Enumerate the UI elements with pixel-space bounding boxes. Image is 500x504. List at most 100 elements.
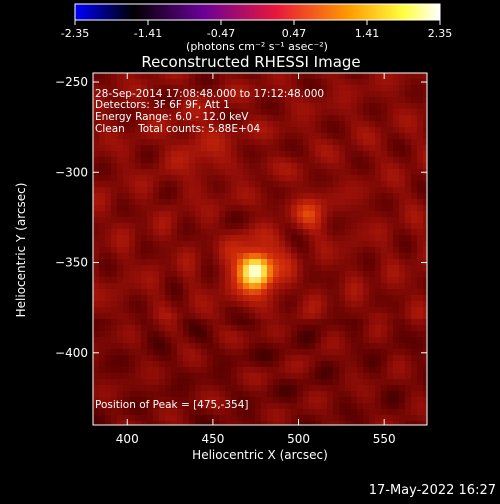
- heatmap-cell: [237, 235, 244, 242]
- heatmap-cell: [261, 199, 268, 206]
- heatmap-cell: [297, 253, 304, 260]
- heatmap-cell: [411, 121, 418, 128]
- heatmap-cell: [297, 193, 304, 200]
- heatmap-cell: [219, 163, 226, 170]
- heatmap-cell: [129, 373, 136, 380]
- heatmap-cell: [207, 301, 214, 308]
- heatmap-cell: [159, 121, 166, 128]
- heatmap-cell: [357, 253, 364, 260]
- heatmap-cell: [123, 163, 130, 170]
- heatmap-cell: [135, 283, 142, 290]
- heatmap-cell: [309, 151, 316, 158]
- heatmap-cell: [399, 121, 406, 128]
- heatmap-cell: [195, 241, 202, 248]
- heatmap-cell: [315, 217, 322, 224]
- heatmap-cell: [417, 163, 424, 170]
- heatmap-cell: [333, 313, 340, 320]
- heatmap-cell: [201, 265, 208, 272]
- heatmap-cell: [165, 229, 172, 236]
- heatmap-cell: [99, 325, 106, 332]
- heatmap-cell: [291, 211, 298, 218]
- heatmap-cell: [147, 289, 154, 296]
- heatmap-cell: [309, 271, 316, 278]
- heatmap-cell: [279, 217, 286, 224]
- heatmap-cell: [405, 109, 412, 116]
- heatmap-cell: [93, 283, 100, 290]
- heatmap-cell: [345, 385, 352, 392]
- heatmap-cell: [129, 115, 136, 122]
- heatmap-cell: [237, 151, 244, 158]
- heatmap-cell: [177, 229, 184, 236]
- heatmap-cell: [363, 271, 370, 278]
- heatmap-cell: [105, 391, 112, 398]
- heatmap-cell: [141, 121, 148, 128]
- heatmap-cell: [159, 235, 166, 242]
- heatmap-cell: [249, 205, 256, 212]
- heatmap-cell: [135, 235, 142, 242]
- heatmap-cell: [327, 145, 334, 152]
- heatmap-cell: [261, 409, 268, 416]
- heatmap-cell: [219, 127, 226, 134]
- heatmap-cell: [357, 403, 364, 410]
- heatmap-cell: [129, 91, 136, 98]
- heatmap-cell: [147, 373, 154, 380]
- heatmap-cell: [399, 151, 406, 158]
- heatmap-cell: [369, 127, 376, 134]
- heatmap-cell: [117, 271, 124, 278]
- heatmap-cell: [231, 277, 238, 284]
- heatmap-cell: [243, 373, 250, 380]
- heatmap-cell: [315, 103, 322, 110]
- heatmap-cell: [315, 373, 322, 380]
- heatmap-cell: [285, 325, 292, 332]
- heatmap-cell: [255, 121, 262, 128]
- heatmap-cell: [177, 163, 184, 170]
- heatmap-cell: [183, 85, 190, 92]
- heatmap-cell: [297, 235, 304, 242]
- heatmap-cell: [273, 289, 280, 296]
- heatmap-cell: [351, 223, 358, 230]
- heatmap-cell: [189, 349, 196, 356]
- heatmap-cell: [141, 337, 148, 344]
- heatmap-cell: [201, 385, 208, 392]
- heatmap-cell: [327, 409, 334, 416]
- heatmap-cell: [195, 289, 202, 296]
- heatmap-cell: [231, 223, 238, 230]
- heatmap-cell: [123, 277, 130, 284]
- heatmap-cell: [255, 79, 262, 86]
- heatmap-cell: [411, 193, 418, 200]
- heatmap-cell: [213, 157, 220, 164]
- heatmap-cell: [351, 313, 358, 320]
- heatmap-cell: [267, 115, 274, 122]
- heatmap-cell: [243, 391, 250, 398]
- heatmap-cell: [195, 169, 202, 176]
- heatmap-cell: [339, 271, 346, 278]
- heatmap-cell: [171, 241, 178, 248]
- heatmap-cell: [201, 415, 208, 422]
- heatmap-cell: [153, 391, 160, 398]
- heatmap-cell: [273, 223, 280, 230]
- heatmap-cell: [399, 73, 406, 80]
- heatmap-cell: [129, 175, 136, 182]
- heatmap-cell: [189, 259, 196, 266]
- heatmap-cell: [333, 409, 340, 416]
- heatmap-cell: [315, 145, 322, 152]
- heatmap-cell: [201, 361, 208, 368]
- heatmap-cell: [171, 337, 178, 344]
- heatmap-cell: [291, 403, 298, 410]
- heatmap-cell: [291, 199, 298, 206]
- heatmap-cell: [123, 307, 130, 314]
- heatmap-cell: [303, 235, 310, 242]
- heatmap-cell: [315, 331, 322, 338]
- heatmap-cell: [381, 169, 388, 176]
- heatmap-cell: [183, 133, 190, 140]
- heatmap-cell: [393, 181, 400, 188]
- heatmap-cell: [249, 253, 256, 260]
- heatmap-cell: [309, 325, 316, 332]
- heatmap-cell: [129, 331, 136, 338]
- heatmap-cell: [387, 379, 394, 386]
- heatmap-cell: [351, 349, 358, 356]
- heatmap-cell: [345, 421, 352, 425]
- heatmap-cell: [225, 349, 232, 356]
- heatmap-cell: [165, 313, 172, 320]
- heatmap-cell: [147, 379, 154, 386]
